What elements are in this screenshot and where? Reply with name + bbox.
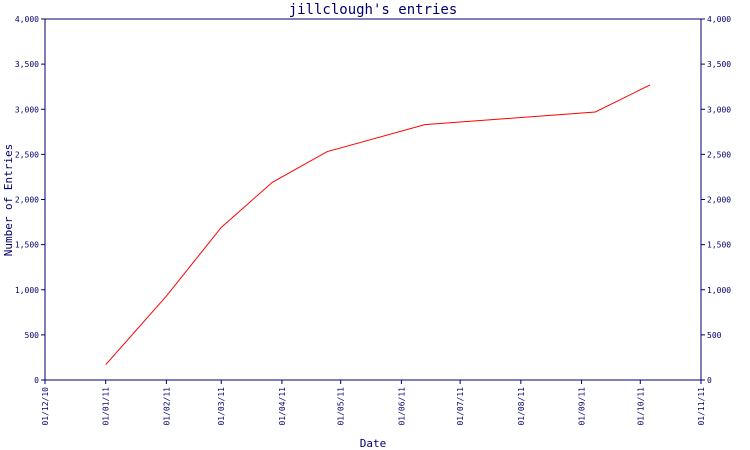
x-tick-label: 01/06/11 (397, 387, 406, 426)
y-tick-label-left: 3,000 (15, 105, 39, 114)
x-tick-label: 01/08/11 (517, 387, 526, 426)
y-tick-label-right: 3,000 (707, 105, 731, 114)
x-tick-label: 01/03/11 (217, 387, 226, 426)
series-layer (105, 84, 651, 366)
y-axis-ticks: 0 0 500 500 1,000 1,000 1,500 1,500 2,000 2,000 2,… (15, 15, 731, 385)
y-tick-label-left: 3,500 (15, 60, 39, 69)
x-tick-label: 01/09/11 (578, 387, 587, 426)
x-tick-label: 01/12/10 (41, 387, 50, 426)
x-tick-label: 01/05/11 (337, 387, 346, 426)
y-tick-label-right: 1,000 (707, 286, 731, 295)
x-axis-ticks: 01/12/10 01/01/11 01/02/11 01/03/11 01/04/11… (41, 380, 706, 426)
y-tick-label-right: 3,500 (707, 60, 731, 69)
y-tick-label-left: 1,500 (15, 241, 39, 250)
x-tick-label: 01/07/11 (456, 387, 465, 426)
y-tick-label-right: 500 (707, 331, 722, 340)
series-line (105, 84, 651, 366)
x-tick-label: 01/04/11 (278, 387, 287, 426)
y-tick-label-left: 0 (34, 376, 39, 385)
y-tick-label-left: 2,500 (15, 150, 39, 159)
chart-title: jillclough's entries (289, 2, 458, 18)
y-tick-label-right: 2,000 (707, 196, 731, 205)
x-tick-label: 01/02/11 (162, 387, 171, 426)
y-tick-label-left: 500 (25, 331, 40, 340)
y-tick-label-right: 4,000 (707, 15, 731, 24)
y-tick-label-left: 4,000 (15, 15, 39, 24)
y-tick-label-left: 1,000 (15, 286, 39, 295)
y-tick-label-right: 2,500 (707, 150, 731, 159)
x-tick-label: 01/11/11 (697, 387, 706, 426)
y-tick-label-right: 1,500 (707, 241, 731, 250)
x-tick-label: 01/10/11 (636, 387, 645, 426)
y-tick-label-left: 2,000 (15, 196, 39, 205)
y-axis-title: Number of Entries (2, 144, 15, 257)
x-axis-title: Date (360, 437, 387, 450)
y-tick-label-right: 0 (707, 376, 712, 385)
x-tick-label: 01/01/11 (102, 387, 111, 426)
